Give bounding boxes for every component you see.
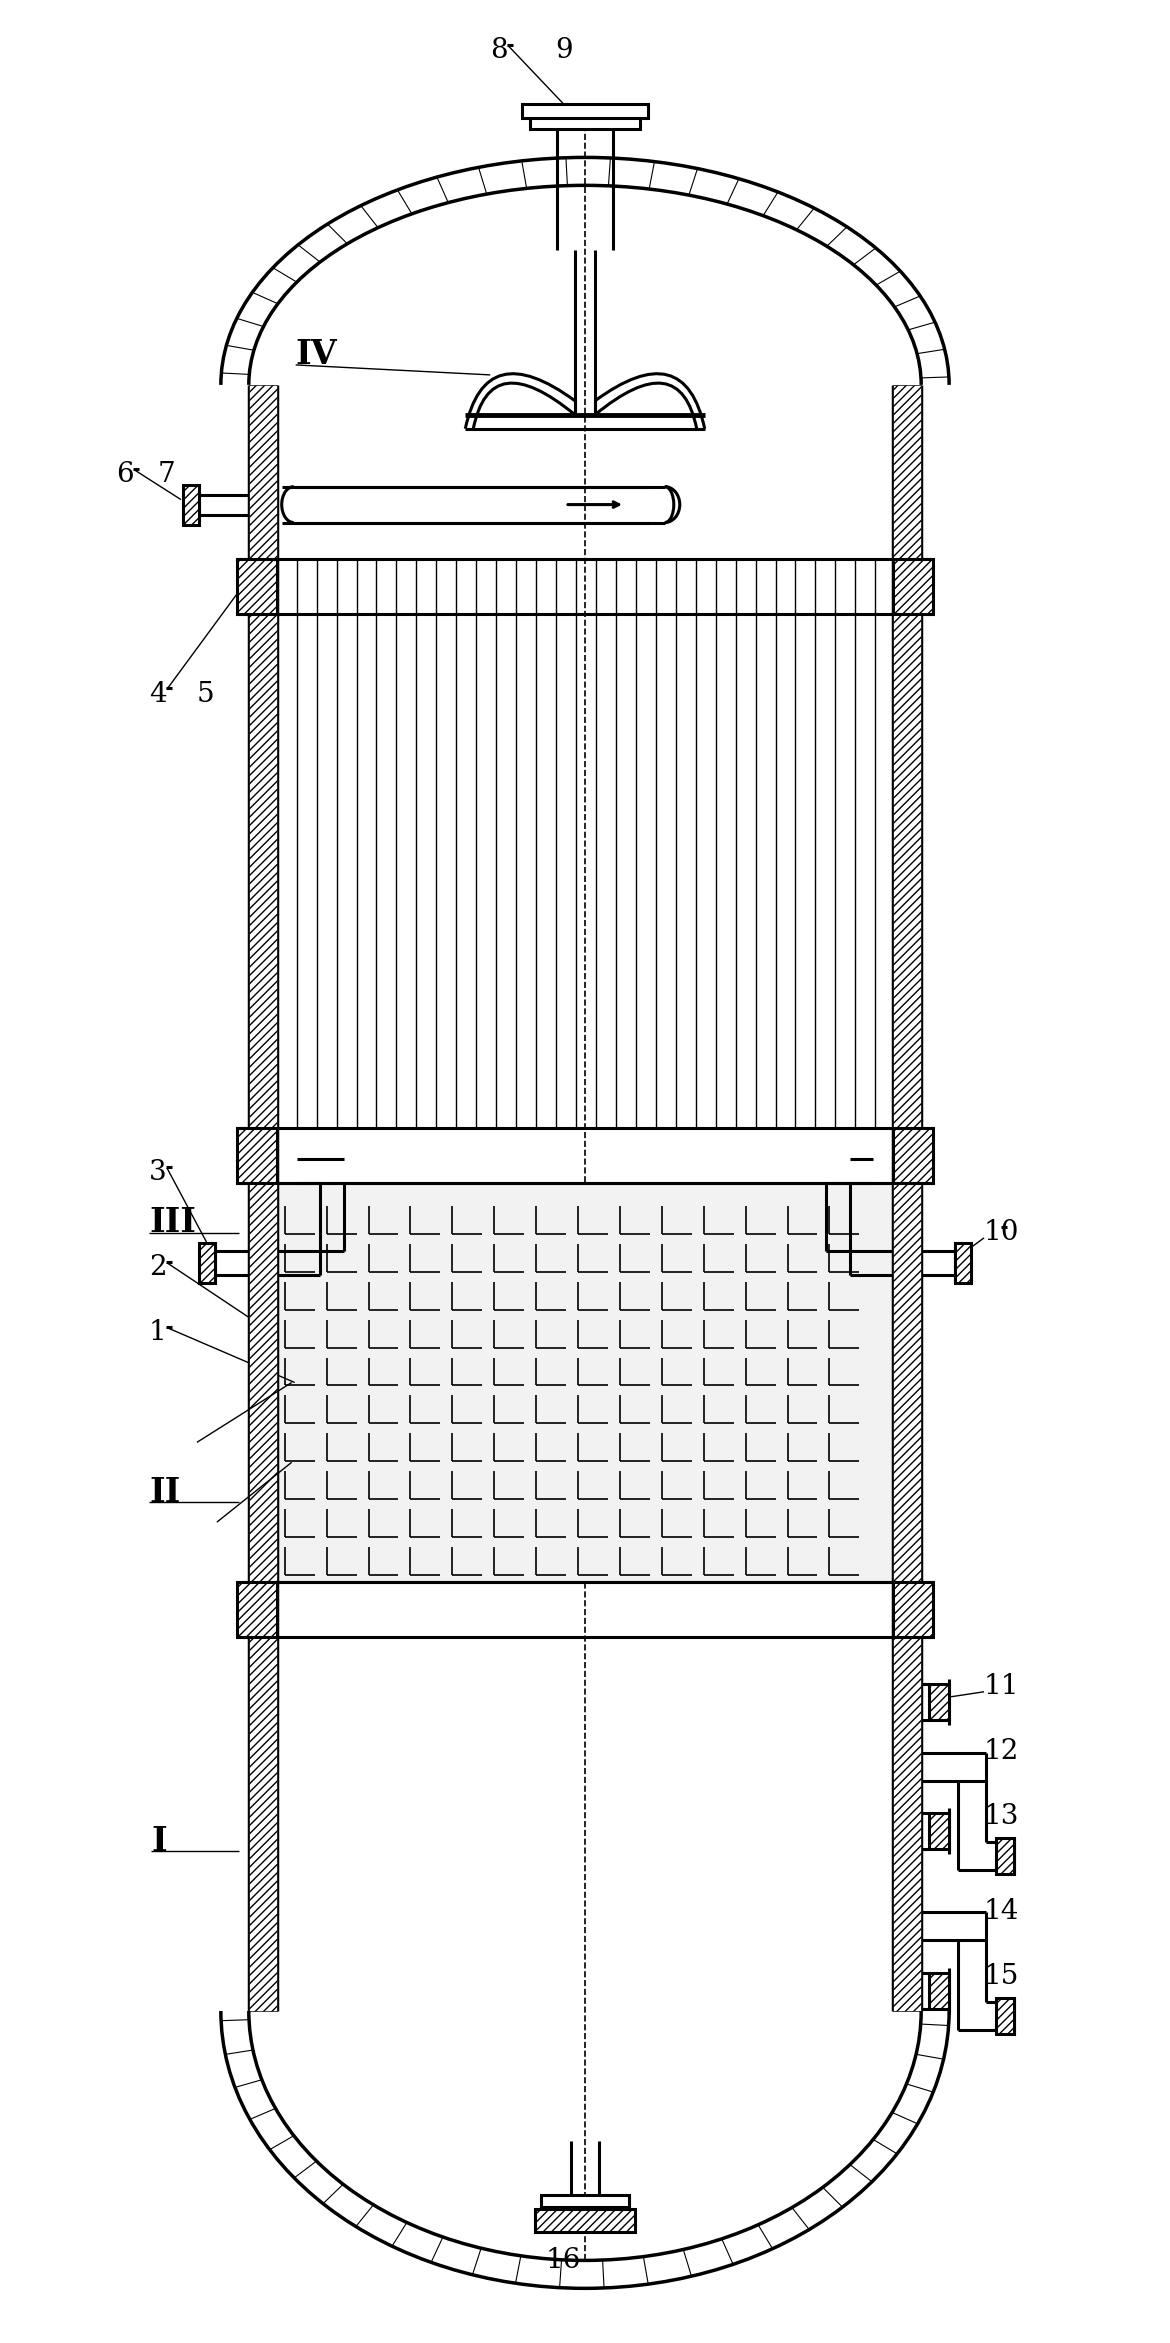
Text: 4: 4 bbox=[149, 679, 166, 708]
Bar bbox=[955, 1242, 971, 1282]
Bar bbox=[249, 384, 277, 2010]
Text: III: III bbox=[149, 1207, 195, 1239]
Bar bbox=[183, 485, 199, 525]
Bar bbox=[199, 1242, 215, 1282]
Bar bbox=[522, 103, 648, 117]
Text: 1: 1 bbox=[149, 1319, 167, 1347]
Text: IV: IV bbox=[296, 337, 337, 373]
Bar bbox=[541, 2195, 629, 2207]
Bar bbox=[929, 1813, 949, 1849]
Bar bbox=[535, 2209, 635, 2233]
Bar bbox=[893, 1127, 934, 1183]
Bar bbox=[893, 560, 934, 614]
Bar bbox=[236, 1127, 277, 1183]
Bar bbox=[236, 1582, 277, 1638]
Text: 14: 14 bbox=[984, 1898, 1019, 1924]
Bar bbox=[236, 560, 277, 614]
Text: 12: 12 bbox=[984, 1739, 1019, 1764]
Bar bbox=[277, 1183, 893, 1582]
Text: 5: 5 bbox=[197, 679, 214, 708]
Bar bbox=[996, 1999, 1014, 2034]
Bar bbox=[929, 1685, 949, 1720]
Bar bbox=[236, 560, 277, 614]
Bar bbox=[929, 1973, 949, 2008]
Bar bbox=[530, 115, 640, 129]
Bar bbox=[929, 1685, 949, 1720]
Bar bbox=[535, 2209, 635, 2233]
Text: 8: 8 bbox=[490, 37, 508, 63]
Bar bbox=[929, 1973, 949, 2008]
Bar bbox=[236, 1127, 277, 1183]
Bar bbox=[893, 1582, 934, 1638]
Text: 3: 3 bbox=[149, 1160, 166, 1186]
Text: 13: 13 bbox=[984, 1804, 1019, 1830]
Bar bbox=[893, 1582, 934, 1638]
Text: 6: 6 bbox=[116, 462, 133, 487]
Bar bbox=[955, 1242, 971, 1282]
Bar bbox=[996, 1839, 1014, 1874]
Bar bbox=[996, 1999, 1014, 2034]
Text: 7: 7 bbox=[158, 462, 176, 487]
Bar bbox=[236, 1582, 277, 1638]
Text: 16: 16 bbox=[545, 2247, 580, 2275]
Bar bbox=[893, 384, 921, 2010]
Text: 10: 10 bbox=[984, 1218, 1019, 1246]
Bar bbox=[929, 1813, 949, 1849]
Text: 2: 2 bbox=[149, 1254, 166, 1282]
Text: 11: 11 bbox=[984, 1673, 1019, 1701]
Bar bbox=[996, 1839, 1014, 1874]
Text: II: II bbox=[149, 1476, 180, 1509]
Text: 9: 9 bbox=[555, 37, 572, 63]
Bar bbox=[893, 1127, 934, 1183]
Bar bbox=[199, 1242, 215, 1282]
Text: I: I bbox=[151, 1825, 166, 1858]
Text: 15: 15 bbox=[984, 1963, 1019, 1989]
Bar bbox=[530, 115, 640, 129]
Bar bbox=[893, 560, 934, 614]
Bar bbox=[183, 485, 199, 525]
